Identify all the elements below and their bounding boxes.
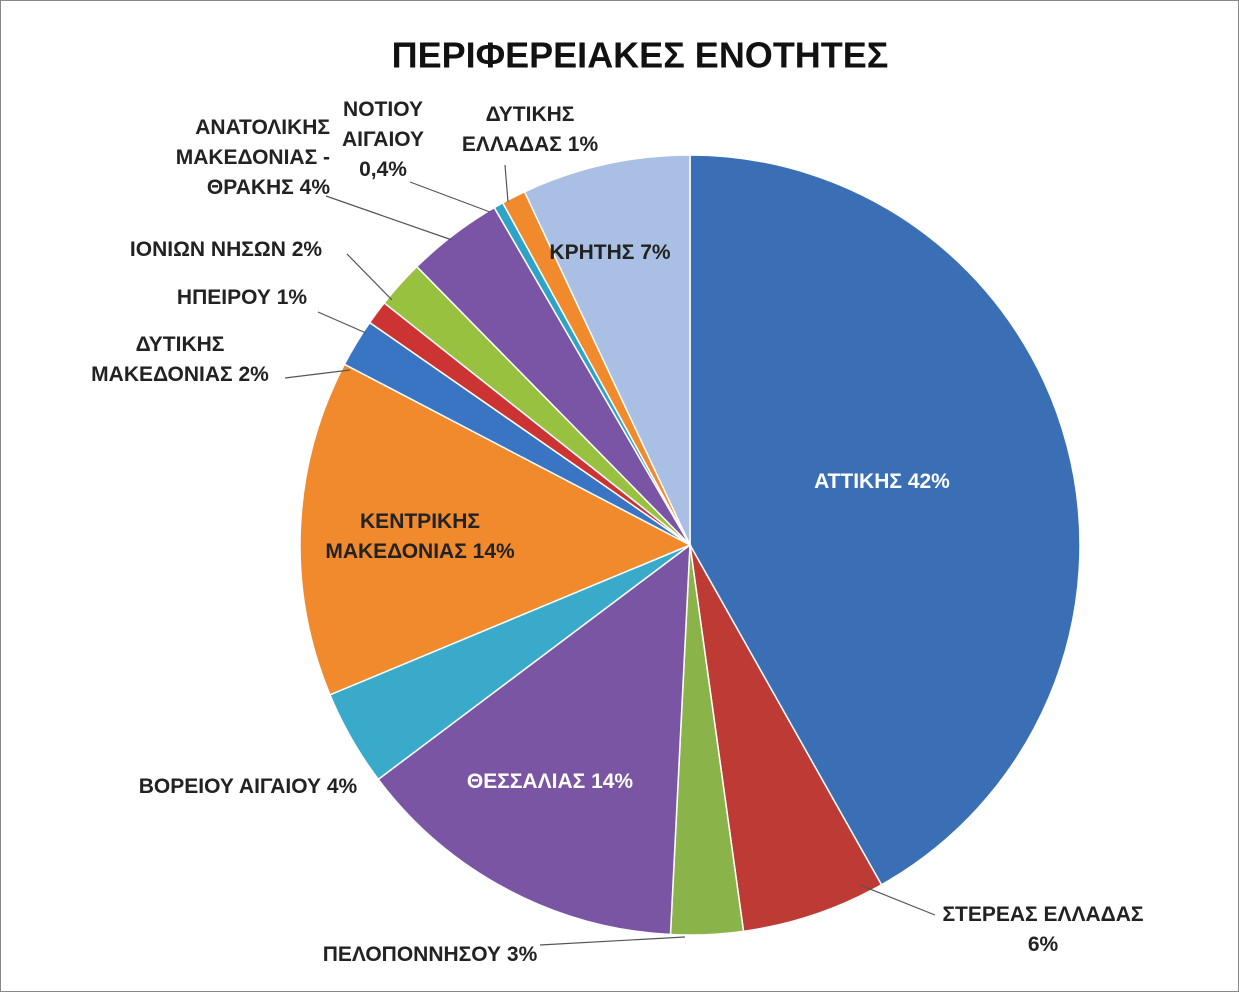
data-label: ΗΠΕΙΡΟΥ 1% (142, 283, 342, 313)
data-label: ΘΕΣΣΑΛΙΑΣ 14% (420, 767, 680, 797)
value-label: 2% (238, 363, 269, 386)
data-label: ΣΤΕΡΕΑΣ ΕΛΛΑΔΑΣ 6% (928, 900, 1158, 960)
leader-line (284, 369, 351, 379)
data-label: ΙΟΝΙΩΝ ΝΗΣΩΝ 2% (101, 235, 351, 265)
category-label: ΘΕΣΣΑΛΙΑΣ (466, 770, 586, 793)
data-label: ΚΡΗΤΗΣ 7% (510, 238, 710, 268)
value-label: 14% (591, 770, 634, 793)
value-label: 1% (276, 286, 308, 309)
data-label: ΑΤΤΙΚΗΣ 42% (752, 467, 1012, 497)
category-label: ΗΠΕΙΡΟΥ (176, 286, 271, 309)
value-label: 1% (567, 133, 599, 156)
data-label: ΝΟΤΙΟΥ ΑΙΓΑΙΟΥ 0,4% (328, 95, 438, 185)
value-label: 6% (1027, 933, 1059, 956)
category-label: ΔΥΤΙΚΗΣ ΕΛΛΑΔΑΣ (461, 103, 575, 156)
data-label: ΔΥΤΙΚΗΣ ΕΛΛΑΔΑΣ 1% (450, 100, 610, 160)
leader-line (325, 195, 453, 241)
value-label: 7% (640, 241, 671, 264)
category-label: ΣΤΕΡΕΑΣ ΕΛΛΑΔΑΣ (942, 903, 1144, 926)
category-label: ΝΟΤΙΟΥ ΑΙΓΑΙΟΥ (341, 98, 425, 151)
value-label: 3% (506, 943, 538, 966)
category-label: ΒΟΡΕΙΟΥ ΑΙΓΑΙΟΥ (138, 775, 322, 798)
category-label: ΙΟΝΙΩΝ ΝΗΣΩΝ (129, 238, 286, 261)
leader-line (346, 253, 393, 301)
value-label: 0,4% (359, 158, 407, 181)
value-label: 2% (291, 238, 323, 261)
leader-line (504, 164, 509, 203)
category-label: ΑΝΑΤΟΛΙΚΗΣ ΜΑΚΕΔΟΝΙΑΣ - ΘΡΑΚΗΣ (175, 116, 330, 199)
leader-line (409, 181, 491, 213)
leader-line (539, 936, 686, 946)
category-label: ΑΤΤΙΚΗΣ (814, 470, 902, 493)
pie-slice (377, 543, 691, 936)
category-label: ΔΥΤΙΚΗΣ ΜΑΚΕΔΟΝΙΑΣ (91, 333, 233, 386)
data-label: ΚΕΝΤΡΙΚΗΣ ΜΑΚΕΔΟΝΙΑΣ 14% (305, 507, 535, 567)
data-label: ΠΕΛΟΠΟΝΝΗΣΟΥ 3% (320, 940, 540, 970)
value-label: 14% (472, 540, 515, 563)
data-label: ΔΥΤΙΚΗΣ ΜΑΚΕΔΟΝΙΑΣ 2% (70, 330, 290, 390)
value-label: 4% (299, 176, 330, 199)
leader-line (317, 311, 367, 334)
pie-slice (299, 363, 692, 696)
data-label: ΒΟΡΕΙΟΥ ΑΙΓΑΙΟΥ 4% (138, 772, 358, 802)
category-label: ΚΡΗΤΗΣ (549, 241, 635, 264)
pie-slice (689, 154, 1081, 886)
category-label: ΚΕΝΤΡΙΚΗΣ ΜΑΚΕΔΟΝΙΑΣ (325, 510, 480, 563)
value-label: 4% (326, 775, 358, 798)
value-label: 42% (907, 470, 950, 493)
category-label: ΠΕΛΟΠΟΝΝΗΣΟΥ (322, 943, 502, 966)
leader-line (859, 884, 936, 916)
data-label: ΑΝΑΤΟΛΙΚΗΣ ΜΑΚΕΔΟΝΙΑΣ - ΘΡΑΚΗΣ 4% (160, 113, 330, 203)
chart-title: ΠΕΡΙΦΕΡΕΙΑΚΕΣ ΕΝΟΤΗΤΕΣ (392, 35, 889, 76)
pie-slice (523, 154, 691, 546)
pie-slice (689, 544, 883, 933)
